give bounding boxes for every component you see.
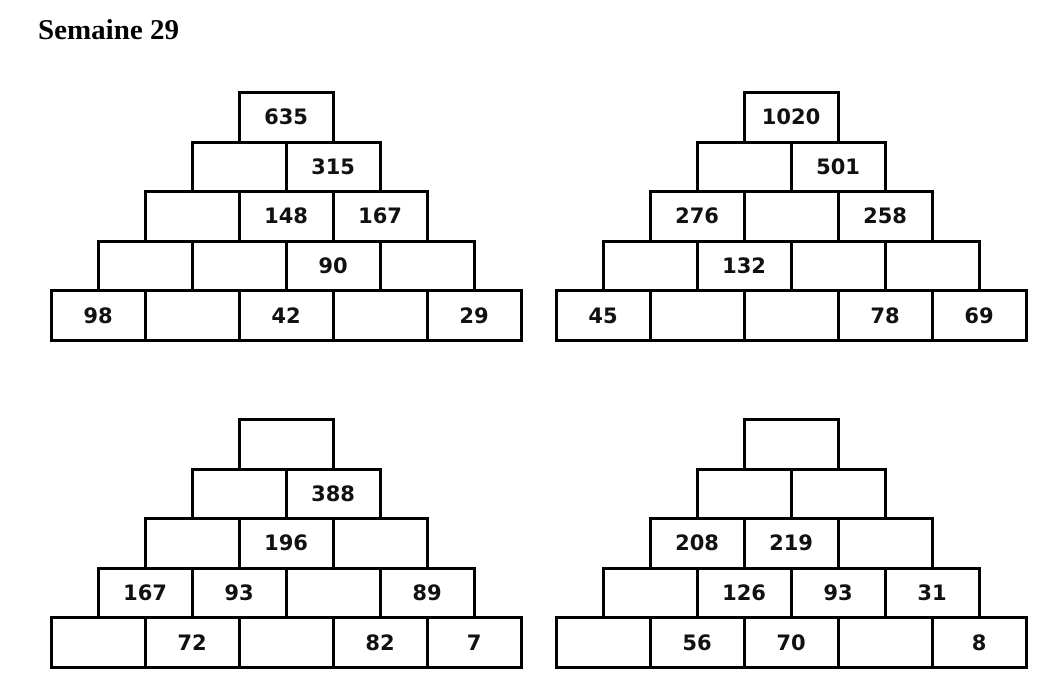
pyramid-cell-empty[interactable] xyxy=(742,190,840,243)
pyramid-cell: 167 xyxy=(96,566,194,620)
pyramid-cell: 70 xyxy=(742,616,840,669)
pyramid-cell-empty[interactable] xyxy=(378,239,476,293)
pyramid-cell: 29 xyxy=(425,289,523,342)
pyramid-cell-empty[interactable] xyxy=(143,190,241,243)
pyramid-cell: 78 xyxy=(836,289,934,342)
pyramid-cell-empty[interactable] xyxy=(190,140,288,194)
pyramid-cell-empty[interactable] xyxy=(648,289,746,342)
pyramid-cell-empty[interactable] xyxy=(836,517,934,570)
pyramid-cell: 72 xyxy=(143,616,241,669)
pyramid-cell: 276 xyxy=(648,190,746,243)
pyramid-cell: 82 xyxy=(331,616,429,669)
pyramid-cell-empty[interactable] xyxy=(836,616,934,669)
pyramid-cell: 196 xyxy=(237,517,335,570)
pyramid-cell: 8 xyxy=(930,616,1028,669)
pyramid-cell-empty[interactable] xyxy=(742,289,840,342)
pyramid-cell-empty[interactable] xyxy=(789,239,887,293)
pyramid-cell: 31 xyxy=(883,566,981,620)
pyramid-cell-empty[interactable] xyxy=(143,517,241,570)
pyramid-cell-empty[interactable] xyxy=(554,616,652,669)
pyramid-cell-empty[interactable] xyxy=(789,467,887,521)
pyramid-cell: 388 xyxy=(284,467,382,521)
pyramid-cell: 1020 xyxy=(742,91,840,144)
pyramid-cell-empty[interactable] xyxy=(601,566,699,620)
pyramid-cell-empty[interactable] xyxy=(190,467,288,521)
pyramid-cell-empty[interactable] xyxy=(143,289,241,342)
pyramid-cell-empty[interactable] xyxy=(883,239,981,293)
pyramid-cell: 219 xyxy=(742,517,840,570)
pyramid-cell: 208 xyxy=(648,517,746,570)
pyramid-cell: 501 xyxy=(789,140,887,194)
page-title: Semaine 29 xyxy=(38,14,179,46)
pyramid-cell-empty[interactable] xyxy=(601,239,699,293)
pyramid-cell: 635 xyxy=(237,91,335,144)
pyramid-cell-empty[interactable] xyxy=(237,418,335,471)
pyramid-cell: 98 xyxy=(49,289,147,342)
pyramid-cell: 93 xyxy=(190,566,288,620)
pyramid-cell-empty[interactable] xyxy=(284,566,382,620)
pyramid-cell: 93 xyxy=(789,566,887,620)
pyramid-cell: 132 xyxy=(695,239,793,293)
pyramid-cell-empty[interactable] xyxy=(49,616,147,669)
pyramid-cell: 315 xyxy=(284,140,382,194)
pyramid-cell: 56 xyxy=(648,616,746,669)
pyramid-cell-empty[interactable] xyxy=(695,467,793,521)
pyramid-cell: 42 xyxy=(237,289,335,342)
pyramid-cell-empty[interactable] xyxy=(695,140,793,194)
pyramid-cell-empty[interactable] xyxy=(237,616,335,669)
pyramid-cell: 69 xyxy=(930,289,1028,342)
pyramid-cell: 258 xyxy=(836,190,934,243)
pyramid-cell: 89 xyxy=(378,566,476,620)
pyramid-cell-empty[interactable] xyxy=(331,289,429,342)
pyramid-cell: 126 xyxy=(695,566,793,620)
pyramid-cell: 167 xyxy=(331,190,429,243)
pyramid-cell: 7 xyxy=(425,616,523,669)
pyramid-cell-empty[interactable] xyxy=(96,239,194,293)
pyramid-cell-empty[interactable] xyxy=(331,517,429,570)
pyramid-cell-empty[interactable] xyxy=(190,239,288,293)
pyramid-cell-empty[interactable] xyxy=(742,418,840,471)
pyramid-cell: 45 xyxy=(554,289,652,342)
pyramid-cell: 90 xyxy=(284,239,382,293)
pyramid-cell: 148 xyxy=(237,190,335,243)
